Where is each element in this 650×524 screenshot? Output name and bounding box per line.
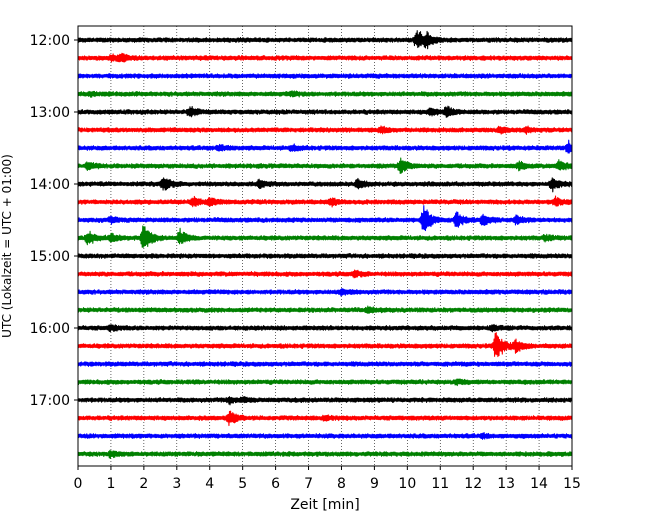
trace-1215 [77, 52, 573, 63]
x-tick-label: 2 [139, 476, 148, 492]
x-tick-label: 8 [337, 476, 346, 492]
grid-lines [110, 26, 540, 466]
y-tick-label: 13:00 [30, 105, 70, 121]
x-tick-label: 13 [497, 476, 515, 492]
trace-1745 [77, 449, 573, 459]
y-axis-ticks: 12:00 13:00 14:00 15:00 16:00 17:00 [30, 33, 78, 409]
x-tick-label: 9 [370, 476, 379, 492]
y-tick-label: 14:00 [30, 177, 70, 193]
x-axis-label: Zeit [min] [290, 497, 359, 513]
trace-1400 [77, 177, 573, 193]
trace-1630 [77, 361, 573, 367]
trace-1230 [77, 72, 573, 79]
trace-1730 [77, 432, 573, 440]
trace-1500 [77, 253, 573, 259]
x-tick-label: 11 [431, 476, 449, 492]
trace-1700 [77, 396, 573, 406]
trace-1530 [77, 288, 573, 297]
x-tick-label: 14 [530, 476, 548, 492]
trace-1330 [77, 139, 573, 154]
x-tick-label: 1 [106, 476, 115, 492]
x-tick-label: 3 [172, 476, 181, 492]
x-tick-label: 15 [563, 476, 581, 492]
plot-frame [77, 25, 573, 467]
trace-1645 [77, 378, 573, 387]
trace-1345 [77, 157, 573, 174]
x-tick-label: 4 [205, 476, 214, 492]
x-axis-ticks: 0 1 2 3 4 5 6 7 8 9 10 11 12 13 14 15 [74, 466, 581, 492]
traces [77, 30, 573, 459]
trace-1445 [77, 225, 573, 248]
y-tick-label: 15:00 [30, 249, 70, 265]
trace-1545 [77, 305, 573, 314]
trace-1600 [77, 323, 573, 333]
x-tick-label: 12 [464, 476, 482, 492]
x-tick-label: 10 [398, 476, 416, 492]
trace-1315 [77, 125, 573, 135]
x-tick-label: 7 [304, 476, 313, 492]
trace-1615 [77, 332, 573, 358]
trace-1200 [77, 30, 573, 50]
y-axis-label: UTC (Lokalzeit = UTC + 01:00) [0, 154, 14, 338]
trace-1715 [77, 410, 573, 427]
trace-1300 [77, 105, 573, 118]
x-tick-label: 5 [238, 476, 247, 492]
x-tick-label: 6 [271, 476, 280, 492]
trace-1415 [77, 195, 573, 208]
x-tick-label: 0 [74, 476, 83, 492]
y-tick-label: 16:00 [30, 321, 70, 337]
trace-1430 [77, 205, 573, 232]
y-tick-label: 17:00 [30, 393, 70, 409]
trace-1245 [77, 90, 573, 98]
y-tick-label: 12:00 [30, 33, 70, 49]
trace-1515 [77, 269, 573, 279]
